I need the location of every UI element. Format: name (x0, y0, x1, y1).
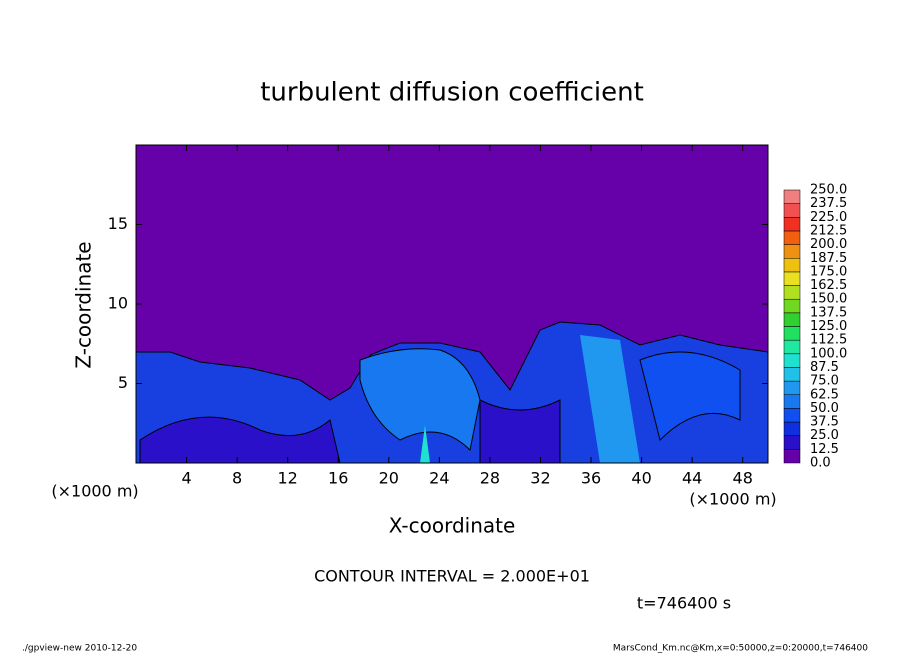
colorbar-label: 100.0 (810, 346, 847, 361)
colorbar-box (783, 298, 801, 314)
y-axis-label: Z-coordinate (72, 241, 96, 368)
field (135, 145, 769, 464)
x-tick-label: 24 (429, 469, 449, 488)
x-unit: (×1000 m) (51, 482, 138, 501)
x-tick-label: 28 (480, 469, 500, 488)
colorbar-label: 162.5 (810, 278, 847, 293)
colorbar-box (783, 435, 801, 450)
colorbar-box (783, 408, 801, 423)
colorbar-box (783, 326, 801, 341)
colorbar-label: 187.5 (810, 251, 847, 266)
colorbar-label: 25.0 (810, 428, 839, 443)
field-region (139, 416, 341, 464)
colorbar-label: 125.0 (810, 319, 847, 334)
x-tick-label: 44 (682, 469, 702, 488)
field-region (639, 351, 741, 441)
colorbar-box (783, 230, 801, 245)
colorbar-label: 87.5 (810, 360, 839, 375)
colorbar-box (783, 449, 801, 464)
colorbar-box (783, 285, 801, 300)
colorbar-box (783, 353, 801, 368)
time-label: t=746400 s (637, 594, 731, 613)
colorbar-box (783, 339, 801, 355)
field-region (580, 335, 640, 463)
field-region (479, 399, 561, 464)
colorbar-box (783, 421, 801, 436)
colorbar-label: 37.5 (810, 415, 839, 430)
colorbar-box (783, 380, 801, 396)
y-tick-label: 5 (118, 373, 128, 392)
footer: MarsCond_Km.nc@Km,x=0:50000,z=0:20000,t=… (613, 644, 868, 654)
x-tick-label: 4 (181, 469, 191, 488)
x-tick-label: 12 (278, 469, 298, 488)
field-region (359, 348, 481, 452)
x-tick-label: 48 (733, 469, 753, 488)
x-tick-label: 20 (379, 469, 399, 488)
colorbar-label: 12.5 (810, 442, 839, 457)
y-tick-label: 15 (108, 214, 128, 233)
x-tick-label: 8 (232, 469, 242, 488)
colorbar-label: 175.0 (810, 264, 847, 279)
colorbar-box (783, 217, 801, 232)
colorbar-label: 150.0 (810, 292, 847, 307)
footer: ./gpview-new 2010-12-20 (22, 644, 137, 654)
colorbar-label: 0.0 (810, 456, 831, 471)
chart-title: turbulent diffusion coefficient (260, 78, 644, 108)
x-tick-label: 16 (328, 469, 348, 488)
colorbar-box (783, 189, 801, 204)
field-region (420, 425, 430, 463)
x-axis-label: X-coordinate (389, 514, 516, 538)
contour-interval: CONTOUR INTERVAL = 2.000E+01 (314, 567, 590, 586)
colorbar-label: 200.0 (810, 237, 847, 252)
x-tick-label: 32 (530, 469, 550, 488)
colorbar-box (783, 394, 801, 409)
colorbar-label: 137.5 (810, 305, 847, 320)
colorbar-box (783, 312, 801, 327)
colorbar-label: 75.0 (810, 374, 839, 389)
colorbar-box (783, 367, 801, 382)
colorbar-label: 62.5 (810, 387, 839, 402)
x-tick-label: 40 (631, 469, 651, 488)
colorbar-label: 250.0 (810, 183, 847, 198)
colorbar-label: 50.0 (810, 401, 839, 416)
colorbar-label: 237.5 (810, 196, 847, 211)
y-tick-label: 10 (108, 294, 128, 313)
colorbar-box (783, 244, 801, 259)
colorbar-box (783, 271, 801, 286)
x-unit: (×1000 m) (689, 490, 776, 509)
colorbar-label: 225.0 (810, 210, 847, 225)
x-tick-label: 36 (581, 469, 601, 488)
colorbar-box (783, 258, 801, 273)
colorbar-box (783, 203, 801, 218)
colorbar-label: 212.5 (810, 223, 847, 238)
colorbar-label: 112.5 (810, 333, 847, 348)
